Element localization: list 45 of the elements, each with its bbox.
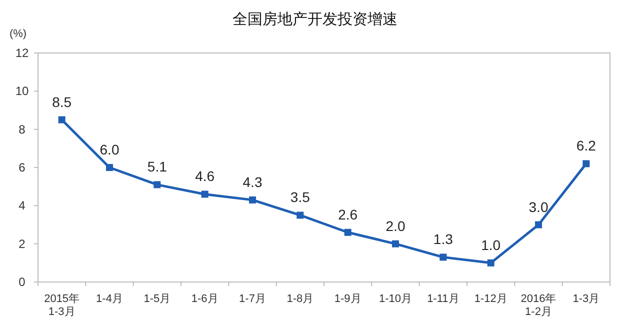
y-tick-label: 8 bbox=[18, 122, 26, 136]
y-tick-label: 6 bbox=[18, 160, 26, 174]
point bbox=[487, 259, 494, 266]
data-label: 1.3 bbox=[433, 231, 454, 248]
data-label: 5.1 bbox=[147, 158, 168, 175]
data-label: 6.2 bbox=[576, 138, 596, 154]
x-tick-label: 1-5月 bbox=[144, 293, 171, 305]
data-label: 3.0 bbox=[528, 198, 548, 215]
point bbox=[106, 164, 113, 171]
x-tick-label: 1-12月 bbox=[474, 293, 508, 305]
data-label: 2.6 bbox=[338, 206, 358, 222]
chart-title: 全国房地产开发投资增速 bbox=[232, 11, 398, 28]
point bbox=[154, 181, 161, 188]
point bbox=[344, 228, 352, 236]
data-label: 4.3 bbox=[242, 174, 262, 190]
x-tick-label: 2016年 1-2月 bbox=[520, 293, 556, 318]
x-tick-label: 1-3月 bbox=[572, 293, 600, 305]
x-tick-label: 1-6月 bbox=[191, 293, 218, 305]
point bbox=[582, 160, 590, 168]
y-tick-label: 12 bbox=[15, 46, 29, 60]
data-label: 6.0 bbox=[100, 142, 120, 158]
data-label: 2.0 bbox=[386, 218, 406, 234]
x-tick-label: 1-10月 bbox=[378, 293, 412, 305]
point bbox=[58, 116, 66, 124]
x-tick-label: 1-9月 bbox=[334, 293, 362, 305]
data-label: 4.6 bbox=[195, 168, 215, 184]
y-tick-label: 0 bbox=[18, 275, 26, 289]
x-tick-label: 1-8月 bbox=[286, 293, 314, 305]
x-tick-label: 1-4月 bbox=[96, 293, 123, 305]
y-tick-label: 4 bbox=[18, 198, 26, 213]
data-label: 1.0 bbox=[481, 236, 501, 253]
x-tick-label: 1-7月 bbox=[239, 293, 266, 305]
x-tick-label: 1-11月 bbox=[427, 293, 460, 305]
point bbox=[440, 254, 447, 261]
point bbox=[249, 196, 256, 204]
y-tick-label: 2 bbox=[18, 236, 26, 251]
point bbox=[535, 221, 542, 228]
point bbox=[392, 240, 399, 248]
point bbox=[201, 190, 208, 198]
data-label: 3.5 bbox=[290, 189, 310, 206]
y-tick-label: 10 bbox=[15, 84, 29, 98]
data-label: 8.5 bbox=[52, 94, 72, 110]
x-tick-label: 2015年 1-3月 bbox=[44, 293, 80, 318]
point bbox=[296, 212, 304, 219]
y-axis-title: (%) bbox=[9, 28, 27, 40]
